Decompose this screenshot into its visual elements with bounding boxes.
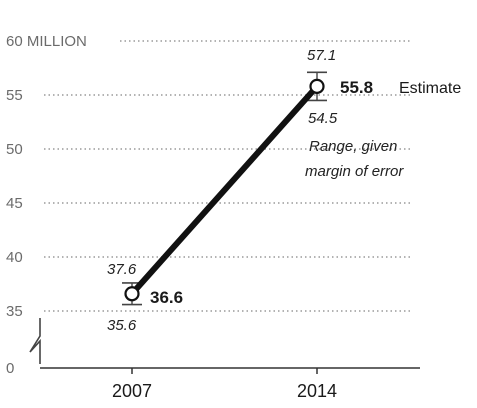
- estimate-annotation: Estimate: [399, 80, 461, 97]
- y-tick-label: 60 MILLION: [6, 33, 87, 50]
- value-label: 55.8: [340, 78, 373, 97]
- range-annotation-line2: margin of error: [305, 163, 404, 180]
- y-tick-label: 55: [6, 87, 23, 104]
- data-point-marker: [124, 286, 140, 302]
- y-tick-label: 40: [6, 249, 23, 266]
- y-tick-label: 45: [6, 195, 23, 212]
- y-tick-label: 0: [6, 360, 14, 377]
- axis-break-mark: [29, 318, 41, 364]
- range-annotation-line1: Range, given: [309, 138, 397, 155]
- y-tick-label: 35: [6, 303, 23, 320]
- series-line: [124, 78, 325, 302]
- data-labels: 37.6 35.6 36.6 57.1 54.555.8: [107, 47, 373, 334]
- y-tick-label: 50: [6, 141, 23, 158]
- x-tick-label: 2007: [112, 381, 152, 401]
- lower-bound-label: 54.5: [308, 110, 338, 127]
- x-tick-label: 2014: [297, 381, 337, 401]
- y-axis-ticks: 60 MILLION 55 50 45 40 35 0: [6, 33, 87, 377]
- axis-break: [29, 318, 41, 364]
- upper-bound-label: 37.6: [107, 261, 137, 278]
- upper-bound-label: 57.1: [307, 47, 336, 64]
- lower-bound-label: 35.6: [107, 317, 137, 334]
- data-point-marker: [309, 78, 325, 94]
- series-segment: [129, 83, 320, 297]
- x-axis: 2007 2014: [40, 367, 420, 401]
- value-label: 36.6: [150, 288, 183, 307]
- gridlines: [44, 40, 412, 312]
